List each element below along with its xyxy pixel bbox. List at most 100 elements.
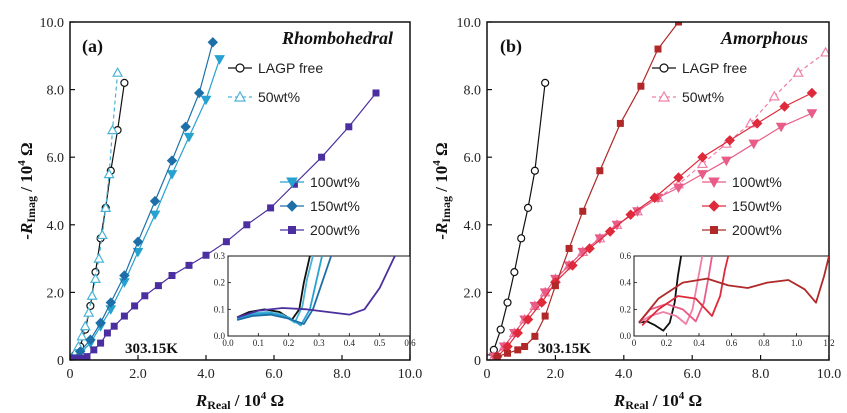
- panel-a: 0 2.0 4.0 6.0 8.0 10.0 0 2.0 4.0 6.0 8.0 10.0 RReal …: [16, 16, 422, 412]
- legend-marker: [233, 90, 247, 102]
- data-point: [637, 82, 645, 90]
- inset-frame: [633, 255, 830, 337]
- plot-area: [487, 22, 829, 360]
- legend-entry: 100wt%: [702, 174, 782, 190]
- data-point: [97, 339, 105, 347]
- data-point: [345, 123, 353, 131]
- data-point: [697, 151, 708, 163]
- data-point: [751, 118, 763, 129]
- data-point: [604, 226, 616, 237]
- x-label-r: R: [195, 391, 207, 410]
- legend-marker: [286, 177, 298, 189]
- inset-x-tick-label: 0.4: [693, 338, 705, 348]
- panel-title: Rhombohedral: [281, 28, 393, 48]
- series-4: [70, 89, 380, 360]
- series-line: [488, 82, 546, 359]
- data-point: [131, 302, 139, 310]
- series-line: [71, 58, 221, 359]
- temperature-label: 303.15K: [125, 341, 178, 357]
- y-label-mid: / 10: [432, 166, 451, 196]
- data-point: [79, 320, 91, 331]
- inset-series-4: [236, 256, 396, 319]
- data-point: [579, 207, 587, 215]
- data-point: [517, 234, 526, 243]
- inset-x-tick-label: 1.2: [823, 338, 834, 348]
- data-point: [724, 135, 736, 146]
- x-label-sub: Real: [207, 398, 231, 412]
- y-label-sup: 4: [16, 160, 28, 166]
- data-point: [166, 170, 178, 180]
- legend-entry: LAGP free: [652, 60, 747, 76]
- inset-x-tick-label: 0.3: [313, 338, 325, 348]
- data-point: [565, 244, 573, 252]
- legend-marker: [286, 200, 298, 212]
- data-point: [112, 66, 124, 77]
- data-point: [100, 202, 112, 212]
- data-point: [318, 153, 326, 161]
- panel-title: Amorphous: [720, 28, 808, 48]
- series-3: [70, 37, 219, 360]
- legend-entry: 200wt%: [280, 222, 360, 238]
- y-tick-label: 6.0: [464, 151, 482, 166]
- series-line: [71, 72, 119, 359]
- y-tick-label: 8.0: [464, 84, 482, 99]
- inset-x-tick-label: 0.0: [222, 338, 234, 348]
- data-point: [110, 322, 118, 330]
- series-4: [493, 22, 683, 360]
- legend-entry: 50wt%: [652, 89, 724, 105]
- inset-y-tick-label: 0.0: [620, 331, 632, 341]
- y-axis-label: -RImag / 104 Ω: [431, 142, 453, 239]
- data-point: [76, 354, 84, 360]
- data-point: [290, 180, 298, 188]
- panel-b: 0 2.0 4.0 6.0 8.0 10.0 0 2.0 4.0 6.0 8.0 10.0 RReal …: [431, 16, 841, 412]
- legend-marker: [708, 177, 720, 189]
- data-point: [154, 282, 162, 290]
- data-point: [806, 87, 818, 99]
- data-point: [673, 183, 684, 194]
- data-point: [654, 45, 662, 53]
- inset-series-2: [638, 256, 713, 324]
- x-tick-label: 8.0: [752, 367, 770, 382]
- data-point: [243, 221, 251, 229]
- data-point: [83, 306, 95, 317]
- x-label-sub: Real: [625, 398, 649, 412]
- panel-label: (a): [82, 36, 103, 57]
- series-line: [71, 82, 125, 359]
- inset-x-tick-label: 0.4: [344, 338, 356, 348]
- x-tick-label: 10.0: [398, 367, 423, 382]
- legend-entry: 100wt%: [280, 174, 360, 190]
- inset-series-0: [638, 256, 683, 332]
- data-point: [792, 66, 804, 77]
- data-point: [141, 292, 149, 300]
- data-point: [493, 353, 501, 360]
- data-point: [202, 251, 210, 259]
- data-point: [820, 46, 829, 57]
- data-point: [83, 353, 91, 360]
- x-tick-label: 10.0: [817, 367, 842, 382]
- inset-x-tick-label: 0.2: [661, 338, 672, 348]
- data-point: [90, 346, 98, 354]
- data-point: [512, 327, 523, 339]
- legend-label: LAGP free: [682, 60, 747, 76]
- data-point: [768, 90, 780, 101]
- data-point: [625, 209, 636, 220]
- legend-label: 100wt%: [732, 174, 782, 190]
- data-point: [89, 273, 102, 283]
- data-point: [510, 268, 519, 277]
- data-point: [536, 297, 547, 308]
- data-point: [149, 210, 161, 221]
- data-point: [70, 354, 77, 360]
- data-point: [522, 314, 534, 325]
- data-point: [103, 168, 115, 179]
- data-point: [120, 78, 129, 87]
- data-point: [120, 312, 128, 320]
- data-point: [222, 238, 230, 246]
- plot-frame: [486, 21, 830, 361]
- data-point: [166, 155, 178, 166]
- data-point: [149, 195, 161, 207]
- data-point: [85, 334, 96, 345]
- data-point: [132, 247, 144, 258]
- x-tick-label: 2.0: [129, 367, 147, 382]
- data-point: [200, 95, 212, 106]
- legend-marker: [657, 90, 671, 102]
